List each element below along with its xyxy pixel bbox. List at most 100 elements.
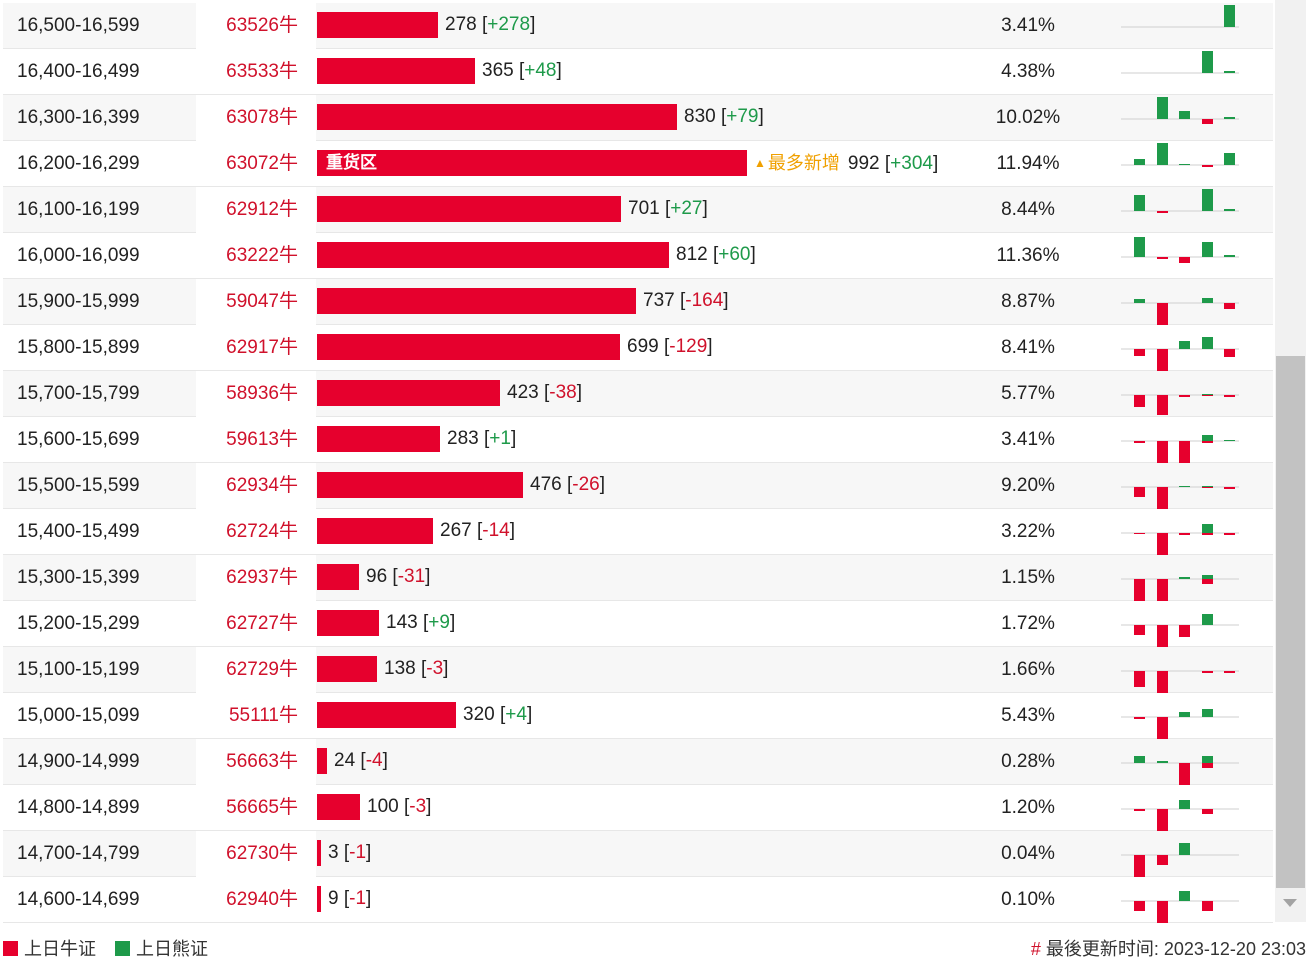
warrant-code-link[interactable]: 63078牛 bbox=[226, 107, 298, 128]
warrant-code-link[interactable]: 62912牛 bbox=[226, 199, 298, 220]
table-row[interactable]: 15,500-15,599 62934牛 476 [-26] 9.20% bbox=[3, 463, 1273, 509]
warrant-code-cell: 63222牛 bbox=[196, 233, 316, 279]
price-range: 15,300-15,399 bbox=[17, 567, 140, 588]
scrollbar-thumb[interactable] bbox=[1276, 356, 1305, 888]
sparkline-bar bbox=[1157, 349, 1168, 371]
sparkline-bar bbox=[1202, 533, 1213, 535]
history-sparkline bbox=[1121, 435, 1239, 463]
sparkline-bar bbox=[1157, 533, 1168, 555]
sparkline-bar bbox=[1224, 209, 1235, 211]
quantity-value: 138 [-3] bbox=[384, 658, 449, 679]
warrant-code-link[interactable]: 62937牛 bbox=[226, 567, 298, 588]
quantity-change: +27 bbox=[670, 198, 703, 219]
legend-item-bull: 上日牛证 bbox=[3, 935, 96, 961]
quantity-change: +9 bbox=[428, 612, 450, 633]
updated-label: 最後更新时间: bbox=[1045, 939, 1159, 959]
table-row[interactable]: 16,200-16,299 63072牛 重货区 ▲ 最多新增 992 [+304] 11.… bbox=[3, 141, 1273, 187]
price-range: 14,700-14,799 bbox=[17, 843, 140, 864]
price-range: 16,500-16,599 bbox=[17, 15, 140, 36]
scroll-down-arrow-icon[interactable] bbox=[1283, 899, 1297, 907]
sparkline-bar bbox=[1202, 165, 1213, 167]
warrant-code-link[interactable]: 59047牛 bbox=[226, 291, 298, 312]
quantity-number: 9 bbox=[328, 888, 339, 909]
table-row[interactable]: 15,400-15,499 62724牛 267 [-14] 3.22% bbox=[3, 509, 1273, 555]
price-range: 16,100-16,199 bbox=[17, 199, 140, 220]
table-row[interactable]: 15,600-15,699 59613牛 283 [+1] 3.41% bbox=[3, 417, 1273, 463]
sparkline-bar bbox=[1202, 395, 1213, 396]
warrant-code-link[interactable]: 62917牛 bbox=[226, 337, 298, 358]
sparkline-bar bbox=[1157, 257, 1168, 259]
table-row[interactable]: 15,900-15,999 59047牛 737 [-164] 8.87% bbox=[3, 279, 1273, 325]
history-sparkline bbox=[1121, 97, 1239, 124]
table-row[interactable]: 14,700-14,799 62730牛 3 [-1] 0.04% bbox=[3, 831, 1273, 877]
sparkline-bar bbox=[1134, 671, 1145, 687]
warrant-code-link[interactable]: 62940牛 bbox=[226, 889, 298, 910]
table-row[interactable]: 15,100-15,199 62729牛 138 [-3] 1.66% bbox=[3, 647, 1273, 693]
table-row[interactable]: 14,800-14,899 56665牛 100 [-3] 1.20% bbox=[3, 785, 1273, 831]
percentage: 3.22% bbox=[1001, 521, 1055, 542]
warrant-code-link[interactable]: 56663牛 bbox=[226, 751, 298, 772]
table-row[interactable]: 16,000-16,099 63222牛 812 [+60] 11.36% bbox=[3, 233, 1273, 279]
table-row[interactable]: 15,800-15,899 62917牛 699 [-129] 8.41% bbox=[3, 325, 1273, 371]
warrant-code-link[interactable]: 59613牛 bbox=[226, 429, 298, 450]
history-sparkline bbox=[1121, 709, 1239, 739]
warrant-code-link[interactable]: 63072牛 bbox=[226, 153, 298, 174]
warrant-code-link[interactable]: 62730牛 bbox=[226, 843, 298, 864]
quantity-number: 138 bbox=[384, 658, 416, 679]
quantity-change: -3 bbox=[409, 796, 427, 817]
quantity-change: -38 bbox=[549, 382, 577, 403]
sparkline-bar bbox=[1224, 671, 1235, 673]
quantity-value: 278 [+278] bbox=[445, 14, 536, 35]
quantity-number: 100 bbox=[367, 796, 399, 817]
sparkline-bar bbox=[1202, 524, 1213, 533]
warrant-code-link[interactable]: 62727牛 bbox=[226, 613, 298, 634]
most-added-marker: ▲ 最多新增 bbox=[754, 153, 840, 173]
warrant-code-cell: 62917牛 bbox=[196, 325, 316, 371]
triangle-up-icon: ▲ bbox=[754, 156, 766, 170]
table-row[interactable]: 16,300-16,399 63078牛 830 [+79] 10.02% bbox=[3, 95, 1273, 141]
warrant-code-link[interactable]: 63222牛 bbox=[226, 245, 298, 266]
price-range: 14,900-14,999 bbox=[17, 751, 140, 772]
table-row[interactable]: 15,000-15,099 55111牛 320 [+4] 5.43% bbox=[3, 693, 1273, 739]
warrant-code-link[interactable]: 62729牛 bbox=[226, 659, 298, 680]
quantity-bar: 重货区 bbox=[317, 150, 747, 176]
sparkline-bar bbox=[1179, 891, 1190, 901]
table-row[interactable]: 15,300-15,399 62937牛 96 [-31] 1.15% bbox=[3, 555, 1273, 601]
table-row[interactable]: 14,600-14,699 62940牛 9 [-1] 0.10% bbox=[3, 877, 1273, 923]
sparkline-bar bbox=[1179, 111, 1190, 119]
table-row[interactable]: 16,500-16,599 63526牛 278 [+278] 3.41% bbox=[3, 3, 1273, 49]
table-row[interactable]: 16,100-16,199 62912牛 701 [+27] 8.44% bbox=[3, 187, 1273, 233]
table-row[interactable]: 16,400-16,499 63533牛 365 [+48] 4.38% bbox=[3, 49, 1273, 95]
quantity-value: 812 [+60] bbox=[676, 244, 756, 265]
table-row[interactable]: 15,200-15,299 62727牛 143 [+9] 1.72% bbox=[3, 601, 1273, 647]
warrant-code-link[interactable]: 62724牛 bbox=[226, 521, 298, 542]
quantity-number: 267 bbox=[440, 520, 472, 541]
warrant-code-cell: 62937牛 bbox=[196, 555, 316, 601]
quantity-bar bbox=[317, 12, 438, 38]
sparkline-bar bbox=[1179, 800, 1190, 809]
warrant-code-link[interactable]: 63533牛 bbox=[226, 61, 298, 82]
sparkline-bar bbox=[1179, 533, 1190, 535]
warrant-code-link[interactable]: 55111牛 bbox=[228, 705, 298, 726]
sparkline-bar bbox=[1202, 51, 1213, 73]
percentage: 3.41% bbox=[1001, 15, 1055, 36]
sparkline-bar bbox=[1224, 255, 1235, 257]
sparkline-bar bbox=[1202, 298, 1213, 303]
red-square-icon bbox=[3, 941, 18, 956]
percentage: 5.77% bbox=[1001, 383, 1055, 404]
sparkline-bar bbox=[1202, 337, 1213, 349]
quantity-number: 830 bbox=[684, 106, 716, 127]
quantity-value: 24 [-4] bbox=[334, 750, 388, 771]
sparkline-bar bbox=[1224, 71, 1235, 73]
warrant-code-link[interactable]: 56665牛 bbox=[226, 797, 298, 818]
warrant-code-link[interactable]: 62934牛 bbox=[226, 475, 298, 496]
price-range: 15,100-15,199 bbox=[17, 659, 140, 680]
percentage: 1.72% bbox=[1001, 613, 1055, 634]
warrant-code-link[interactable]: 63526牛 bbox=[226, 15, 298, 36]
table-row[interactable]: 14,900-14,999 56663牛 24 [-4] 0.28% bbox=[3, 739, 1273, 785]
quantity-number: 812 bbox=[676, 244, 708, 265]
history-sparkline bbox=[1121, 51, 1239, 74]
history-sparkline bbox=[1121, 237, 1239, 263]
warrant-code-link[interactable]: 58936牛 bbox=[226, 383, 298, 404]
table-row[interactable]: 15,700-15,799 58936牛 423 [-38] 5.77% bbox=[3, 371, 1273, 417]
